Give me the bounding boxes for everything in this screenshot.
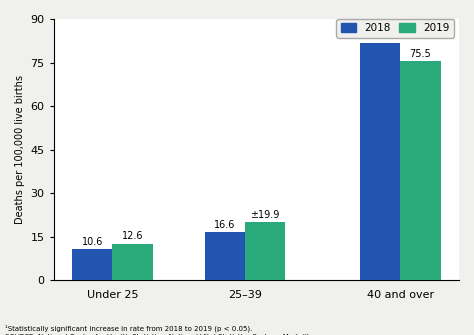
Y-axis label: Deaths per 100,000 live births: Deaths per 100,000 live births — [15, 75, 25, 224]
Text: 12.6: 12.6 — [122, 231, 143, 241]
Text: ¹Statistically significant increase in rate from 2018 to 2019 (p < 0.05).: ¹Statistically significant increase in r… — [5, 324, 252, 332]
Text: 16.6: 16.6 — [214, 220, 236, 230]
Bar — [205, 232, 245, 280]
Text: 81.9: 81.9 — [369, 30, 391, 40]
Text: 10.6: 10.6 — [82, 237, 103, 247]
Text: 75.5: 75.5 — [410, 49, 431, 59]
Bar — [400, 61, 440, 280]
Bar — [112, 244, 153, 280]
Legend: 2018, 2019: 2018, 2019 — [337, 19, 454, 38]
Text: SOURCE: National Center for Health Statistics, National Vital Statistics System,: SOURCE: National Center for Health Stati… — [5, 334, 313, 335]
Bar — [360, 43, 400, 280]
Bar — [245, 222, 285, 280]
Text: ±19.9: ±19.9 — [250, 210, 280, 220]
Bar — [72, 250, 112, 280]
